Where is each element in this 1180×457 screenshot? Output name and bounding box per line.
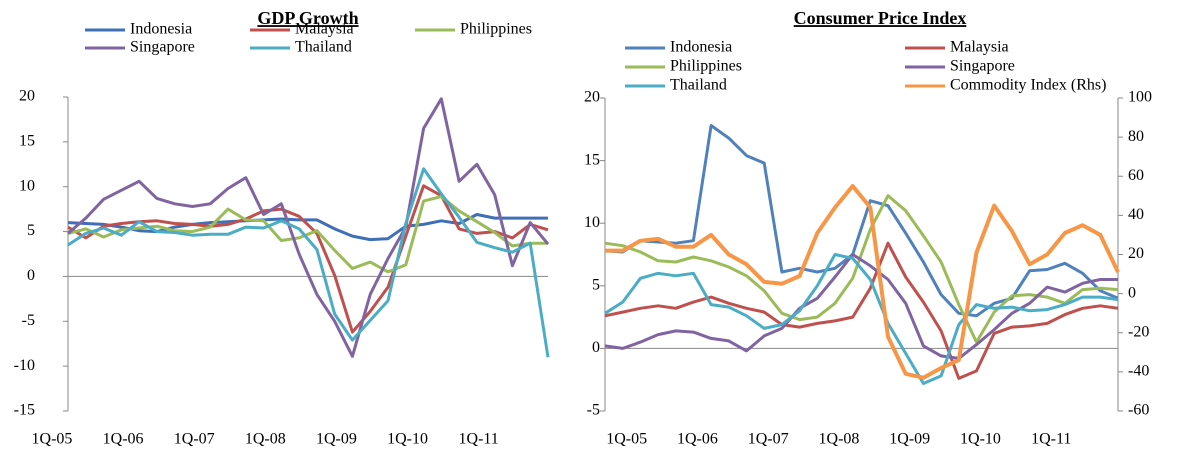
y2-tick-label: 40 — [1128, 206, 1144, 223]
y-tick-label: 20 — [19, 88, 35, 105]
legend-label: Singapore — [130, 39, 195, 56]
legend-label: Indonesia — [670, 39, 732, 56]
y2-tick-label: -60 — [1128, 402, 1149, 419]
series-line — [604, 124, 1119, 318]
x-tick-label: 1Q-08 — [819, 431, 860, 448]
series-line — [604, 241, 1119, 380]
legend-label: Thailand — [295, 39, 352, 56]
x-tick-label: 1Q-06 — [103, 431, 144, 448]
x-tick-label: 1Q-05 — [606, 431, 647, 448]
x-tick-label: 1Q-09 — [316, 431, 357, 448]
x-tick-label: 1Q-10 — [960, 431, 1001, 448]
legend-label: Indonesia — [130, 21, 192, 38]
x-tick-label: 1Q-07 — [748, 431, 789, 448]
y2-tick-label: -20 — [1128, 323, 1149, 340]
y2-tick-label: 60 — [1128, 167, 1144, 184]
chart-title: Consumer Price Index — [794, 8, 967, 28]
series-line — [604, 253, 1119, 385]
y2-tick-label: 100 — [1128, 89, 1152, 106]
legend-label: Malaysia — [295, 21, 354, 38]
series-line — [67, 97, 550, 358]
y-tick-label: 5 — [592, 276, 600, 293]
y-tick-label: 0 — [592, 339, 600, 356]
series-line — [67, 213, 548, 242]
y-tick-label: 15 — [19, 133, 35, 150]
legend-label: Malaysia — [950, 39, 1009, 56]
x-tick-label: 1Q-11 — [1031, 431, 1071, 448]
x-tick-label: 1Q-07 — [174, 431, 215, 448]
y-tick-label: 10 — [19, 177, 35, 194]
legend-label: Commodity Index (Rhs) — [950, 77, 1106, 94]
y-tick-label: 20 — [584, 89, 600, 106]
x-tick-label: 1Q-10 — [387, 431, 428, 448]
y-tick-label: 15 — [584, 151, 600, 168]
y2-tick-label: 0 — [1128, 284, 1136, 301]
x-tick-label: 1Q-08 — [245, 431, 286, 448]
y2-tick-label: 20 — [1128, 245, 1144, 262]
x-tick-label: 1Q-06 — [677, 431, 718, 448]
legend-label: Singapore — [950, 58, 1015, 75]
y2-tick-label: 80 — [1128, 128, 1144, 145]
y-tick-label: 0 — [27, 267, 35, 284]
y-tick-label: -15 — [14, 402, 35, 419]
legend-label: Thailand — [670, 77, 727, 94]
y-tick-label: -10 — [14, 357, 35, 374]
chart-title: GDP Growth — [257, 8, 358, 28]
x-tick-label: 1Q-11 — [459, 431, 499, 448]
series-line — [604, 194, 1119, 344]
series-line — [605, 184, 1120, 380]
y-tick-label: 5 — [27, 222, 35, 239]
x-tick-label: 1Q-05 — [32, 431, 73, 448]
series-line — [67, 184, 549, 334]
series-line — [604, 253, 1118, 360]
y-tick-label: 10 — [584, 214, 600, 231]
y2-tick-label: -40 — [1128, 363, 1149, 380]
y-tick-label: -5 — [22, 312, 35, 329]
series-line — [67, 167, 550, 358]
legend-label: Philippines — [670, 58, 742, 75]
legend-label: Philippines — [460, 21, 532, 38]
y-tick-label: -5 — [587, 402, 600, 419]
x-tick-label: 1Q-09 — [889, 431, 930, 448]
